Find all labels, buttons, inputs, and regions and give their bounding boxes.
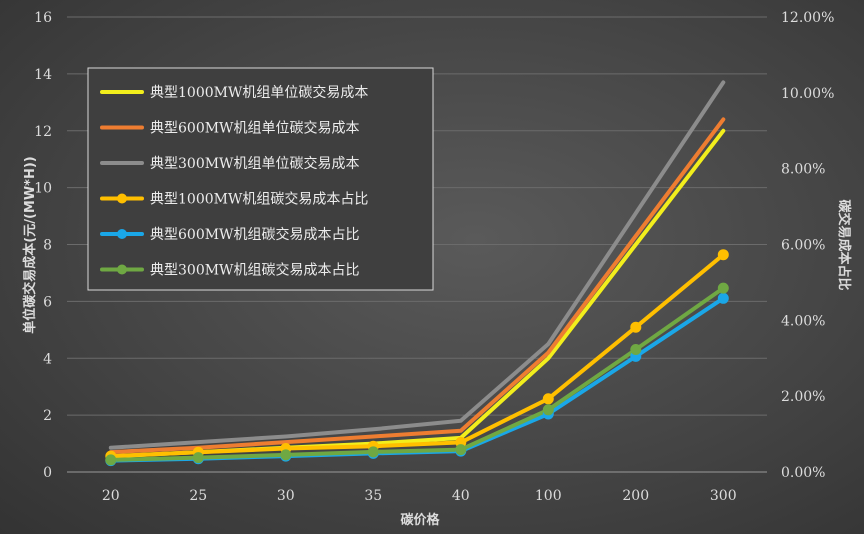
series-line	[108, 296, 726, 463]
series-markers	[105, 249, 729, 467]
x-tick-label: 30	[277, 488, 295, 504]
legend-label: 典型300MW机组碳交易成本占比	[150, 262, 359, 279]
data-point	[717, 292, 729, 304]
data-point	[630, 344, 642, 355]
data-point	[630, 321, 642, 333]
x-tick-label: 200	[622, 488, 649, 504]
y2-tick-label: 12.00%	[781, 10, 834, 26]
legend-label: 典型1000MW机组单位碳交易成本	[150, 84, 368, 101]
series-line	[108, 252, 726, 459]
y-axis-ticks: 0 2 4 6 8 10 12 14 16	[34, 10, 52, 481]
data-point	[280, 449, 292, 461]
y-tick-label: 6	[43, 294, 52, 310]
y-tick-label: 0	[43, 465, 52, 481]
legend-label: 典型300MW机组单位碳交易成本	[150, 155, 359, 172]
legend-label: 典型600MW机组碳交易成本占比	[150, 226, 359, 243]
y-tick-label: 10	[34, 181, 52, 197]
data-point	[717, 282, 729, 294]
legend-marker	[117, 264, 127, 275]
y-axis-title: 单位碳交易成本(元/(MW*H))	[22, 156, 38, 333]
y2-tick-label: 10.00%	[781, 86, 834, 102]
legend-box	[87, 67, 434, 291]
series-line	[108, 80, 726, 450]
legend-label: 典型600MW机组单位碳交易成本	[150, 120, 359, 137]
y2-tick-label: 8.00%	[781, 162, 825, 178]
y2-axis-ticks: 0.00% 2.00% 4.00% 6.00% 8.00% 10.00% 12.00%	[781, 10, 834, 481]
legend: 典型1000MW机组单位碳交易成本典型600MW机组单位碳交易成本典型300MW…	[87, 67, 434, 291]
data-point	[105, 454, 117, 466]
data-point	[455, 444, 467, 456]
data-point	[192, 452, 204, 464]
y-tick-label: 14	[34, 67, 52, 83]
legend-label: 典型1000MW机组碳交易成本占比	[150, 191, 368, 208]
y2-axis-title: 碳交易成本占比	[836, 199, 852, 290]
y-tick-label: 2	[43, 408, 52, 424]
x-tick-label: 300	[710, 488, 737, 504]
data-point	[717, 249, 729, 261]
y-tick-label: 8	[43, 238, 52, 254]
y2-tick-label: 2.00%	[781, 389, 825, 405]
x-tick-label: 100	[535, 488, 562, 504]
series-lines	[108, 80, 726, 463]
y-tick-label: 4	[43, 351, 52, 367]
y2-tick-label: 0.00%	[781, 465, 825, 481]
legend-marker	[117, 193, 127, 204]
x-tick-label: 25	[189, 488, 207, 504]
y2-tick-label: 4.00%	[781, 313, 825, 329]
x-axis-ticks: 20 25 30 35 40 100 200 300	[102, 488, 737, 504]
y-tick-label: 16	[34, 10, 52, 26]
x-tick-label: 40	[452, 488, 470, 504]
x-tick-label: 35	[364, 488, 382, 504]
x-tick-label: 20	[102, 488, 120, 504]
series-line	[108, 117, 726, 455]
legend-marker	[117, 229, 127, 239]
x-axis-title: 碳价格	[400, 512, 440, 528]
y2-tick-label: 6.00%	[781, 238, 825, 254]
data-point	[542, 404, 554, 416]
data-point	[367, 446, 379, 458]
data-point	[542, 393, 554, 405]
y-tick-label: 12	[34, 124, 52, 140]
series-line	[108, 286, 726, 462]
